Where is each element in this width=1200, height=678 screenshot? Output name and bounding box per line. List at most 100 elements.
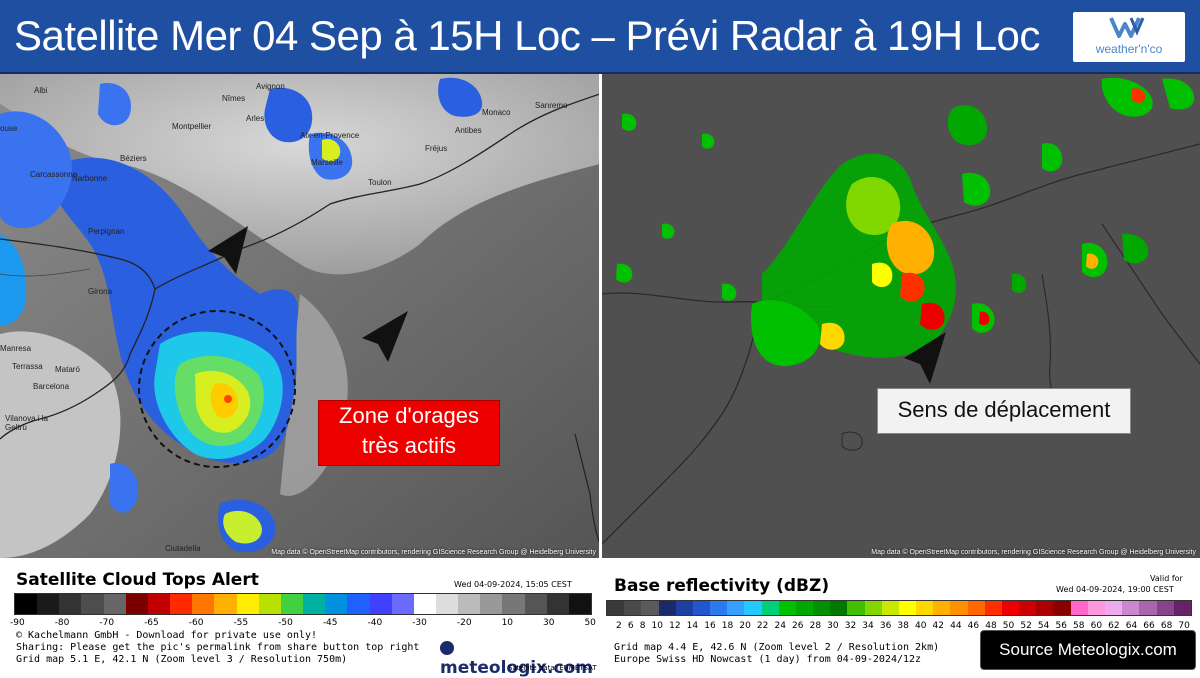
colorbar-tick-label: 42 — [932, 621, 944, 631]
place-label: Carcassonne — [30, 170, 78, 179]
colorbar-tick-label: -80 — [54, 618, 70, 628]
colorbar-swatch — [933, 601, 951, 615]
colorbar-tick-label: -30 — [412, 618, 427, 628]
place-label: Albi — [34, 86, 48, 95]
colorbar-tick-label: 36 — [879, 621, 892, 631]
colorbar-swatch — [641, 601, 659, 615]
colorbar-swatch — [1122, 601, 1140, 615]
info-line: Sharing: Please get the pic's permalink … — [16, 642, 420, 653]
colorbar-tick-label: 20 — [739, 621, 751, 631]
colorbar-swatch — [524, 594, 547, 614]
colorbar-swatch — [950, 601, 968, 615]
colorbar-tick-label: 62 — [1108, 621, 1120, 631]
colorbar-swatch — [458, 594, 481, 614]
colorbar-swatch — [984, 601, 1002, 615]
radar-colorbar-ticks: 2 6 8 10 12 14 16 18 20 22 24 26 28 30 32 34 36 38 40 42 44 4… — [616, 621, 1190, 631]
colorbar-tick-label: 6 — [627, 621, 634, 631]
colorbar-swatch — [391, 594, 414, 614]
colorbar-swatch — [568, 594, 592, 614]
colorbar-tick-label: 56 — [1055, 621, 1067, 631]
colorbar-tick-label: 22 — [756, 621, 769, 631]
colorbar-tick-label: -90 — [10, 618, 25, 628]
colorbar-swatch — [214, 594, 237, 614]
colorbar-swatch — [236, 594, 259, 614]
colorbar-tick-label: -20 — [456, 618, 472, 628]
colorbar-swatch — [325, 594, 348, 614]
place-label: Mataró — [55, 365, 80, 374]
colorbar-tick-label: -70 — [99, 618, 115, 628]
title-bar: Satellite Mer 04 Sep à 15H Loc – Prévi R… — [0, 0, 1200, 74]
place-label: ouse — [0, 124, 18, 133]
colorbar-swatch — [170, 594, 193, 614]
colorbar-swatch — [81, 594, 104, 614]
colorbar-tick-label: -60 — [188, 618, 204, 628]
colorbar-tick-label: 30 — [827, 621, 839, 631]
place-label: Béziers — [120, 154, 147, 163]
colorbar-swatch — [847, 601, 865, 615]
colorbar-swatch — [1001, 601, 1020, 615]
colorbar-swatch — [881, 601, 899, 615]
colorbar-tick-label: 52 — [1020, 621, 1032, 631]
colorbar-swatch — [502, 594, 525, 614]
colorbar-swatch — [258, 594, 281, 614]
page-title: Satellite Mer 04 Sep à 15H Loc – Prévi R… — [14, 12, 1040, 59]
satellite-source: Satellite data: EUMETSAT — [508, 664, 597, 672]
colorbar-swatch — [761, 601, 779, 615]
place-label: Nîmes — [222, 94, 246, 103]
radar-map-panel: Map data © OpenStreetMap contributors, r… — [602, 74, 1200, 558]
colorbar-swatch — [546, 594, 569, 614]
panel-divider — [599, 74, 602, 558]
colorbar-swatch — [103, 594, 126, 614]
colorbar-swatch — [744, 601, 762, 615]
source-badge: Source Meteologix.com — [980, 630, 1196, 670]
colorbar-tick-label: 12 — [669, 621, 681, 631]
colorbar-swatch — [1156, 601, 1174, 615]
colorbar-swatch — [1053, 601, 1071, 615]
storm-zone-line2: très actifs — [361, 433, 457, 458]
colorbar-tick-label: 38 — [897, 621, 909, 631]
colorbar-swatch — [864, 601, 882, 615]
colorbar-swatch — [1104, 601, 1123, 615]
storm-zone-line1: Zone d'orages — [339, 403, 479, 428]
place-label: Narbonne — [72, 174, 108, 183]
colorbar-tick-label: -65 — [144, 618, 159, 628]
place-label: Monaco — [482, 108, 511, 117]
radar-map-image — [602, 74, 1200, 558]
colorbar-swatch — [692, 601, 711, 615]
colorbar-swatch — [280, 594, 304, 614]
colorbar-tick-label: 32 — [844, 621, 857, 631]
place-label: Marseille — [311, 158, 344, 167]
colorbar-tick-label: -55 — [233, 618, 249, 628]
colorbar-swatch — [607, 601, 625, 615]
colorbar-swatch — [147, 594, 171, 614]
colorbar-swatch — [1070, 601, 1088, 615]
colorbar-swatch — [125, 594, 148, 614]
colorbar-swatch — [727, 601, 745, 615]
colorbar-swatch — [624, 601, 642, 615]
colorbar-tick-label: 16 — [704, 621, 716, 631]
colorbar-tick-label: 34 — [862, 621, 874, 631]
colorbar-tick-label: -45 — [322, 618, 338, 628]
satellite-map-image — [0, 74, 600, 558]
colorbar-tick-label: 44 — [950, 621, 962, 631]
info-line: Grid map 5.1 E, 42.1 N (Zoom level 3 / R… — [16, 654, 348, 665]
logo-text: weather'n'co — [1095, 42, 1163, 56]
colorbar-tick-label: 10 — [501, 618, 514, 628]
satellite-colorbar-ticks: -90 -80 -70 -65 -60 -55 -50 -45 -40 -30 -20 10 30 50 — [10, 618, 596, 628]
weatherandco-logo: weather'n'co — [1073, 12, 1185, 62]
colorbar-tick-label: 14 — [686, 621, 699, 631]
colorbar-swatch — [830, 601, 848, 615]
colorbar-tick-label: -40 — [367, 618, 383, 628]
colorbar-tick-label: 2 — [616, 621, 622, 631]
colorbar-swatch — [15, 594, 38, 614]
colorbar-tick-label: -50 — [278, 618, 293, 628]
colorbar-tick-label: 10 — [651, 621, 663, 631]
colorbar-swatch — [435, 594, 459, 614]
colorbar-tick-label: 68 — [1160, 621, 1173, 631]
satellite-legend-date: Wed 04-09-2024, 15:05 CEST — [454, 580, 572, 589]
place-label: Barcelona — [33, 382, 70, 391]
satellite-legend-title: Satellite Cloud Tops Alert — [16, 570, 259, 590]
colorbar-tick-label: 50 — [1002, 621, 1015, 631]
colorbar-tick-label: 48 — [985, 621, 997, 631]
colorbar-swatch — [710, 601, 728, 615]
